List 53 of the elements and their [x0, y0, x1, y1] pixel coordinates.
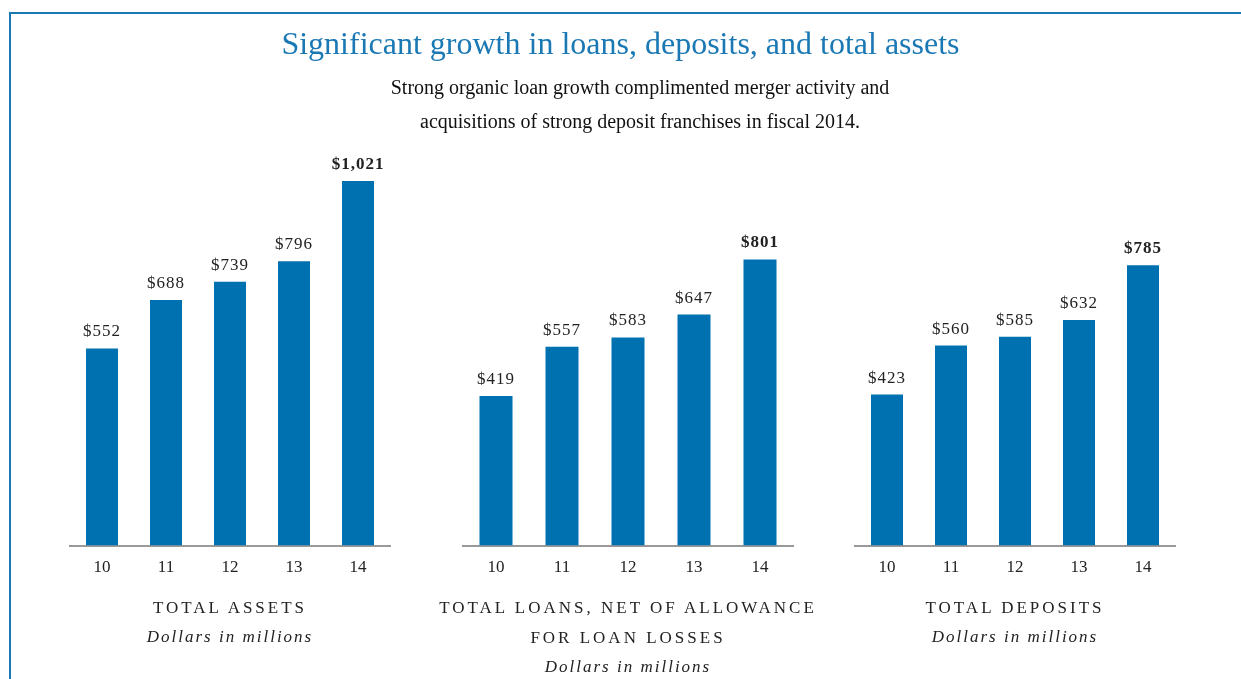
data-label: $796	[275, 234, 313, 254]
bar	[611, 337, 645, 546]
data-label: $785	[1124, 238, 1162, 258]
x-tick-label: 14	[1134, 557, 1152, 577]
bar	[479, 395, 513, 546]
data-label: $583	[609, 310, 647, 330]
bar	[150, 299, 182, 546]
x-tick-label: 10	[878, 557, 896, 577]
bar	[871, 394, 903, 546]
bar	[86, 348, 118, 546]
bar	[935, 345, 967, 546]
x-axis-title: TOTAL LOANS, NET OF ALLOWANCE FOR LOAN LOSSES	[438, 597, 818, 649]
x-tick-label: 11	[553, 557, 571, 577]
data-label: $585	[996, 309, 1034, 329]
bar	[743, 259, 777, 546]
text: Dollars in millions	[930, 626, 1100, 648]
x-axis-title: TOTAL ASSETS	[151, 597, 309, 619]
x-tick-label: 13	[685, 557, 703, 577]
data-label: $1,021	[331, 153, 385, 173]
data-label: $688	[147, 272, 185, 292]
data-label: $557	[543, 319, 581, 339]
bar	[1127, 265, 1159, 546]
data-label: $423	[868, 367, 906, 387]
x-tick-label: 12	[221, 557, 239, 577]
x-tick-label: 11	[942, 557, 960, 577]
x-tick-label: 10	[487, 557, 505, 577]
data-label: $632	[1060, 292, 1098, 312]
bar	[1063, 319, 1095, 546]
x-tick-label: 14	[349, 557, 367, 577]
bar	[677, 314, 711, 546]
data-label: $647	[675, 287, 713, 307]
bar	[214, 281, 246, 546]
text: Strong organic loan growth complimented merger activity and acquisitions of strong deposit franchises in fiscal 2014.	[389, 75, 891, 135]
x-tick-label: 11	[157, 557, 175, 577]
x-axis-title: TOTAL DEPOSITS	[924, 597, 1106, 619]
data-label: $560	[932, 318, 970, 338]
x-tick-label: 14	[751, 557, 769, 577]
data-label: $419	[477, 368, 515, 388]
x-tick-label: 10	[93, 557, 111, 577]
text: Significant growth in loans, deposits, and total assets	[280, 25, 961, 62]
x-tick-label: 13	[285, 557, 303, 577]
x-tick-label: 13	[1070, 557, 1088, 577]
data-label: $801	[741, 232, 779, 252]
bar	[545, 346, 579, 546]
data-label: $552	[83, 321, 121, 341]
x-tick-label: 12	[1006, 557, 1024, 577]
text: Dollars in millions	[145, 626, 315, 648]
bar	[342, 180, 374, 546]
bar	[999, 336, 1031, 546]
x-tick-label: 12	[619, 557, 637, 577]
data-label: $739	[211, 254, 249, 274]
text: Dollars in millions	[543, 656, 713, 678]
bar	[278, 261, 310, 546]
